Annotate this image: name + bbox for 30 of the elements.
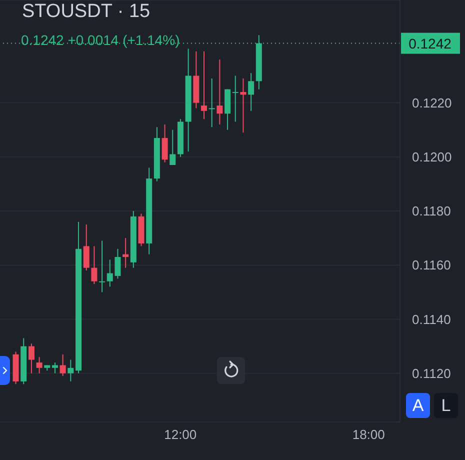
candlestick <box>240 78 246 134</box>
ref-line-label: 0.1242 <box>408 35 452 52</box>
y-tick-label: 0.1220 <box>412 95 452 110</box>
candlestick <box>201 50 207 120</box>
chart-title: STOUSDT · 15 <box>22 1 150 23</box>
candlestick <box>232 75 238 122</box>
y-tick-label: 0.1180 <box>412 204 451 219</box>
candlestick <box>248 72 254 112</box>
candlestick <box>122 238 129 268</box>
candlestick <box>99 240 106 293</box>
toggle-button: L <box>434 393 458 418</box>
candlestick <box>208 78 215 128</box>
candlestick <box>170 129 176 166</box>
candlestick <box>68 359 74 382</box>
y-tick-label: 0.1120 <box>412 366 451 381</box>
annotation: 0.1242 +0.0014 (+1.14%) <box>21 32 180 48</box>
candlestick <box>28 343 34 374</box>
y-tick-label: 0.1140 <box>412 312 451 327</box>
candlestick <box>36 356 42 374</box>
toggle-button: A <box>406 393 430 418</box>
candlestick <box>91 246 98 285</box>
candlestick <box>216 59 223 125</box>
x-tick-label: 18:00 <box>352 427 385 442</box>
candlestick <box>60 354 66 377</box>
candlestick <box>52 362 58 374</box>
candlestick <box>162 124 168 163</box>
y-tick-label: 0.1160 <box>412 258 451 273</box>
candlestick <box>83 224 90 272</box>
y-tick-label: 0.1200 <box>412 150 452 165</box>
x-tick-label: 12:00 <box>164 427 197 442</box>
